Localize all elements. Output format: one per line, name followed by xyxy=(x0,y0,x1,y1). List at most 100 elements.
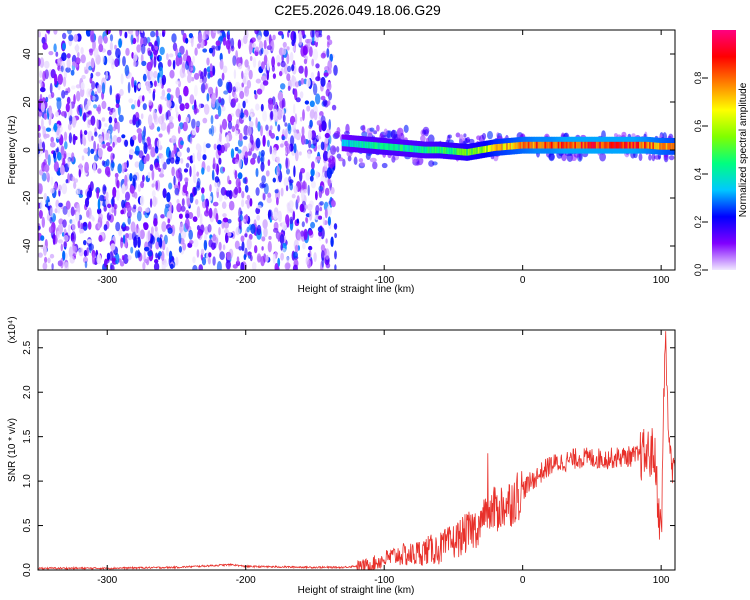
noise-speckle xyxy=(315,76,321,82)
y-tick-label: 20 xyxy=(22,96,33,108)
noise-speckle xyxy=(124,174,128,187)
halo-speckle xyxy=(614,133,618,138)
noise-speckle xyxy=(84,197,90,208)
noise-speckle xyxy=(132,135,137,141)
noise-speckle xyxy=(73,181,77,189)
noise-speckle xyxy=(280,243,283,251)
ridge-core xyxy=(507,143,510,150)
noise-speckle xyxy=(201,167,205,175)
noise-speckle xyxy=(165,203,170,209)
noise-speckle xyxy=(334,232,337,239)
noise-speckle xyxy=(142,135,146,145)
noise-speckle xyxy=(319,201,324,206)
noise-speckle xyxy=(116,179,120,189)
noise-speckle xyxy=(82,222,87,227)
noise-speckle xyxy=(122,234,126,244)
noise-speckle xyxy=(284,128,288,140)
noise-speckle xyxy=(313,111,318,121)
noise-speckle xyxy=(276,156,281,164)
noise-speckle xyxy=(232,97,239,103)
noise-speckle xyxy=(166,210,173,222)
noise-speckle xyxy=(85,30,92,37)
halo-speckle xyxy=(428,160,435,167)
noise-speckle xyxy=(156,139,162,149)
noise-speckle xyxy=(71,176,75,182)
halo-speckle xyxy=(599,152,606,162)
noise-speckle xyxy=(197,32,203,44)
noise-speckle xyxy=(51,263,54,270)
ridge-core xyxy=(408,145,411,152)
halo-speckle xyxy=(342,158,346,167)
noise-speckle xyxy=(64,141,68,150)
noise-speckle xyxy=(192,216,198,223)
ridge-core xyxy=(519,142,522,149)
noise-speckle xyxy=(184,102,190,110)
noise-speckle xyxy=(85,104,90,113)
ridge-core xyxy=(416,145,419,153)
noise-speckle xyxy=(225,81,230,91)
ridge-core xyxy=(441,146,444,154)
halo-speckle xyxy=(648,154,652,161)
halo-speckle xyxy=(621,131,627,139)
halo-speckle xyxy=(338,157,344,162)
noise-speckle xyxy=(137,251,141,258)
noise-speckle xyxy=(112,126,117,132)
noise-speckle xyxy=(97,198,101,211)
noise-speckle xyxy=(273,211,278,221)
noise-speckle xyxy=(132,60,137,67)
noise-speckle xyxy=(60,65,64,73)
noise-speckle xyxy=(202,154,207,161)
noise-speckle xyxy=(201,187,205,194)
noise-speckle xyxy=(64,90,69,96)
colorbar-tick-label: 0.6 xyxy=(693,120,703,133)
ridge-core xyxy=(610,141,614,149)
noise-speckle xyxy=(114,252,120,265)
ridge-core xyxy=(487,145,491,152)
noise-speckle xyxy=(279,70,283,77)
noise-speckle xyxy=(137,236,141,248)
noise-speckle xyxy=(256,88,263,95)
noise-speckle xyxy=(259,182,265,189)
noise-speckle xyxy=(324,132,330,139)
ridge-core xyxy=(585,141,589,149)
noise-speckle xyxy=(103,224,108,231)
ridge-core xyxy=(612,141,615,149)
noise-speckle xyxy=(105,142,111,147)
ridge-core xyxy=(589,141,592,149)
noise-speckle xyxy=(86,209,90,218)
noise-speckle xyxy=(127,255,132,261)
noise-speckle xyxy=(161,89,166,98)
ridge-core xyxy=(444,147,447,154)
ridge-core xyxy=(662,143,665,150)
noise-speckle xyxy=(99,194,105,202)
halo-speckle xyxy=(447,134,452,139)
y-tick-label: 1.5 xyxy=(22,429,33,443)
noise-speckle xyxy=(228,94,232,104)
noise-speckle xyxy=(189,193,194,204)
noise-speckle xyxy=(115,93,121,101)
halo-speckle xyxy=(651,152,656,162)
noise-speckle xyxy=(179,67,186,79)
noise-speckle xyxy=(289,216,294,225)
ridge-core xyxy=(532,141,535,149)
noise-speckle xyxy=(84,261,88,269)
ridge-core xyxy=(499,143,502,151)
y-tick-label: 0.0 xyxy=(22,563,33,577)
noise-speckle xyxy=(125,191,130,201)
noise-speckle xyxy=(183,85,189,97)
ridge-core xyxy=(454,148,457,155)
noise-speckle xyxy=(254,30,259,35)
noise-speckle xyxy=(271,215,274,221)
noise-speckle xyxy=(147,143,152,150)
noise-speckle xyxy=(147,230,151,242)
noise-speckle xyxy=(107,130,111,135)
noise-speckle xyxy=(255,117,258,128)
noise-speckle xyxy=(227,120,233,130)
noise-speckle xyxy=(218,96,222,104)
noise-speckle xyxy=(62,219,67,228)
noise-speckle xyxy=(257,155,261,164)
noise-speckle xyxy=(249,254,253,262)
noise-speckle xyxy=(284,122,288,127)
noise-speckle xyxy=(326,35,331,41)
snr-frame xyxy=(37,329,676,571)
